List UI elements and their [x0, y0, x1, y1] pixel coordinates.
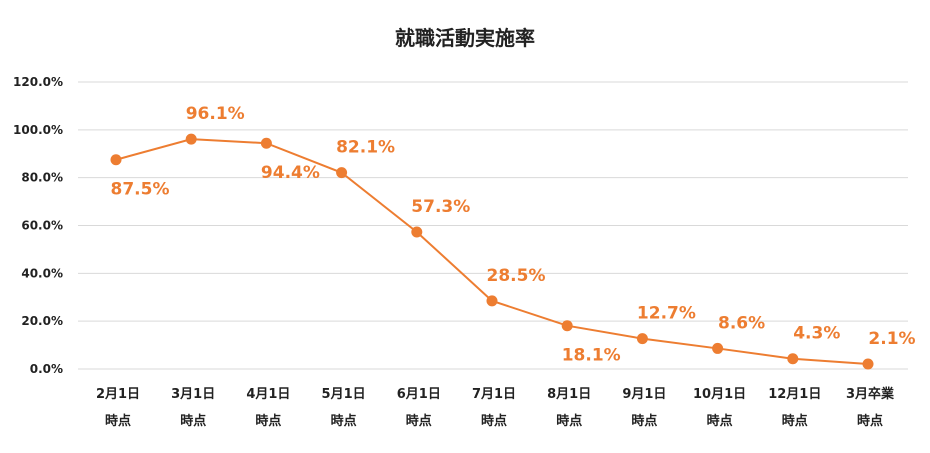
data-label: 8.6% — [718, 313, 765, 333]
data-label: 94.4% — [261, 163, 320, 183]
x-tick-label: 7月1日 — [472, 387, 516, 402]
x-tick-label: 6月1日 — [397, 387, 441, 402]
data-point — [636, 333, 648, 345]
x-tick-label: 12月1日 — [768, 387, 821, 402]
data-label: 57.3% — [411, 197, 470, 217]
data-label: 28.5% — [487, 266, 546, 286]
x-tick-label: 時点 — [707, 413, 733, 429]
x-tick-label: 4月1日 — [246, 387, 290, 402]
x-tick-label: 2月1日 — [96, 387, 140, 402]
y-axis-ticks: 0.0% 20.0% 40.0% 60.0% 80.0% 100.0% 120.0% — [13, 75, 63, 376]
x-tick-label: 時点 — [782, 413, 808, 429]
x-tick-label: 時点 — [331, 413, 357, 429]
data-point — [336, 167, 348, 179]
data-point — [561, 320, 573, 332]
x-tick-label: 3月1日 — [171, 387, 215, 402]
x-tick-label: 時点 — [857, 413, 883, 429]
y-tick-label: 120.0% — [13, 75, 63, 89]
data-point — [787, 353, 799, 365]
data-point — [862, 358, 874, 370]
x-tick-label: 5月1日 — [322, 387, 366, 402]
data-point — [486, 295, 498, 307]
y-tick-label: 20.0% — [21, 314, 63, 328]
data-label: 18.1% — [562, 346, 621, 366]
data-label: 4.3% — [793, 324, 840, 344]
data-point — [260, 137, 272, 149]
gridlines — [78, 81, 908, 370]
x-tick-label: 時点 — [631, 413, 657, 429]
data-label: 12.7% — [637, 304, 696, 324]
data-point — [110, 154, 122, 166]
x-tick-label: 時点 — [255, 413, 281, 429]
data-label: 82.1% — [336, 138, 395, 158]
data-points — [110, 133, 874, 370]
data-label: 87.5% — [111, 180, 170, 200]
y-tick-label: 100.0% — [13, 123, 63, 137]
x-tick-label: 時点 — [481, 413, 507, 429]
x-tick-label: 時点 — [556, 413, 582, 429]
x-tick-label: 時点 — [406, 413, 432, 429]
x-tick-label: 8月1日 — [547, 387, 591, 402]
x-tick-label: 時点 — [105, 413, 131, 429]
x-tick-label: 9月1日 — [622, 387, 666, 402]
data-point — [712, 342, 724, 354]
y-tick-label: 0.0% — [30, 362, 63, 376]
x-tick-label: 時点 — [180, 413, 206, 429]
data-labels: 87.5% 96.1% 94.4% 82.1% 57.3% 28.5% 18.1% 12.7%… — [111, 104, 916, 366]
x-tick-label: 3月卒業 — [846, 386, 895, 402]
data-point — [411, 226, 423, 238]
y-tick-label: 40.0% — [21, 266, 63, 280]
chart-title: 就職活動実施率 — [395, 26, 535, 50]
y-tick-label: 60.0% — [21, 219, 63, 233]
x-tick-label: 10月1日 — [693, 387, 746, 402]
data-point — [185, 133, 197, 145]
data-label: 2.1% — [868, 329, 915, 349]
data-label: 96.1% — [186, 104, 245, 124]
y-tick-label: 80.0% — [21, 171, 63, 185]
